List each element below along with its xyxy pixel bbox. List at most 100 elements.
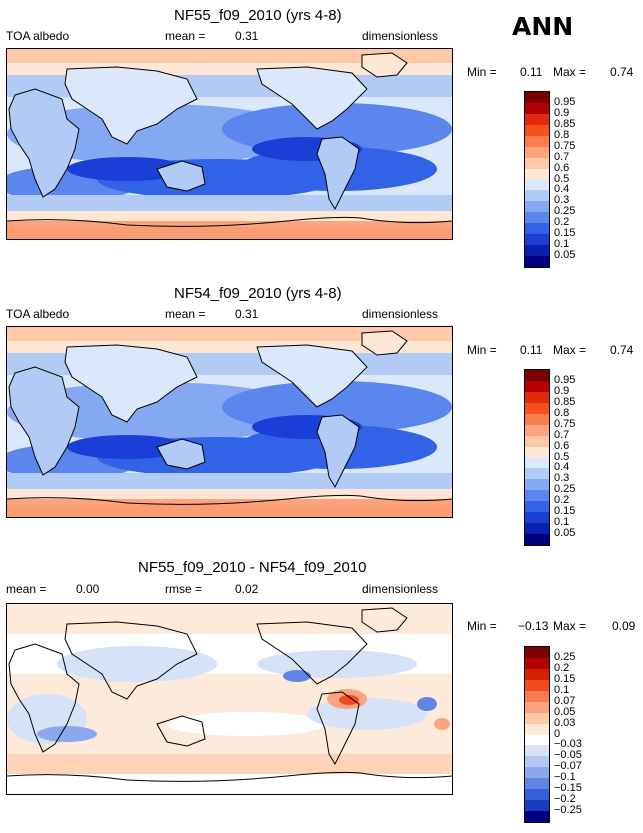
colorbar-swatch — [525, 767, 549, 779]
colorbar-label: 0.25 — [554, 650, 576, 663]
panel-2-map — [6, 326, 453, 518]
panel-3-map — [6, 603, 453, 795]
panel-2-units: dimensionless — [362, 307, 439, 321]
colorbar-label: 0.95 — [554, 95, 576, 108]
colorbar-swatch — [525, 234, 549, 246]
colorbar-swatch — [525, 800, 549, 812]
colorbar-label: 0 — [554, 727, 561, 740]
colorbar-swatch — [525, 92, 549, 103]
panel-1-units: dimensionless — [362, 29, 439, 43]
colorbar-label: 0.9 — [554, 384, 570, 397]
colorbar-swatch — [525, 811, 549, 822]
colorbar-swatch — [525, 190, 549, 202]
panel-3-min-label: Min = — [467, 619, 497, 633]
panel-2-mean-value: 0.31 — [235, 307, 259, 321]
colorbar-label: 0.1 — [554, 238, 570, 251]
colorbar-label: 0.15 — [554, 227, 576, 240]
colorbar-swatch — [525, 124, 549, 136]
colorbar-swatch — [525, 512, 549, 524]
panel-2-title: NF54_f09_2010 (yrs 4-8) — [174, 285, 342, 302]
colorbar-label: 0.4 — [554, 183, 570, 196]
colorbar-swatch — [525, 157, 549, 169]
colorbar-label: −0.07 — [554, 760, 582, 773]
colorbar-swatch — [525, 745, 549, 757]
colorbar-swatch — [525, 756, 549, 768]
panel-3-mean-label: mean = — [6, 582, 47, 596]
colorbar-label: 0.15 — [554, 672, 576, 685]
colorbar-swatch — [525, 490, 549, 502]
albedo-map-1 — [7, 49, 452, 239]
colorbar-swatch — [525, 679, 549, 691]
panel-1-max-value: 0.74 — [610, 65, 634, 79]
panel-1-map — [6, 48, 453, 240]
colorbar-swatch — [525, 457, 549, 469]
colorbar-label: 0.1 — [554, 516, 570, 529]
colorbar-label: 0.85 — [554, 395, 576, 408]
colorbar-swatch — [525, 413, 549, 425]
season-title: ANN — [512, 12, 574, 41]
colorbar-label: 0.8 — [554, 128, 570, 141]
panel-3-units: dimensionless — [362, 582, 439, 596]
colorbar-swatch — [525, 223, 549, 235]
albedo-map-2 — [7, 327, 452, 517]
colorbar-swatch — [525, 501, 549, 513]
colorbar-swatch — [525, 523, 549, 535]
difference-map — [7, 604, 452, 794]
colorbar-swatch — [525, 734, 549, 746]
colorbar-swatch — [525, 435, 549, 447]
colorbar-swatch — [525, 479, 549, 491]
colorbar-swatch — [525, 668, 549, 680]
panel-1-min-label: Min = — [467, 65, 497, 79]
colorbar-label: 0.1 — [554, 683, 570, 696]
colorbar-label: 0.5 — [554, 450, 570, 463]
panel-3-colorbar — [524, 646, 550, 823]
colorbar-label: 0.2 — [554, 661, 570, 674]
panel-2-max-value: 0.74 — [610, 343, 634, 357]
colorbar-swatch — [525, 245, 549, 257]
colorbar-label: 0.15 — [554, 505, 576, 518]
colorbar-label: 0.3 — [554, 472, 570, 485]
panel-1-mean-value: 0.31 — [235, 29, 259, 43]
colorbar-swatch — [525, 647, 549, 658]
colorbar-label: −0.25 — [554, 804, 582, 817]
colorbar-swatch — [525, 424, 549, 436]
colorbar-swatch — [525, 723, 549, 735]
colorbar-label: 0.75 — [554, 139, 576, 152]
colorbar-label: 0.3 — [554, 194, 570, 207]
colorbar-swatch — [525, 778, 549, 790]
colorbar-swatch — [525, 657, 549, 669]
colorbar-swatch — [525, 201, 549, 213]
colorbar-swatch — [525, 179, 549, 191]
colorbar-label: 0.25 — [554, 205, 576, 218]
colorbar-label: 0.7 — [554, 428, 570, 441]
colorbar-label: −0.15 — [554, 782, 582, 795]
colorbar-label: 0.85 — [554, 117, 576, 130]
panel-2-min-label: Min = — [467, 343, 497, 357]
colorbar-swatch — [525, 146, 549, 158]
panel-1-colorbar — [524, 91, 550, 268]
panel-1-max-label: Max = — [553, 65, 587, 79]
colorbar-label: 0.05 — [554, 527, 576, 540]
colorbar-label: 0.05 — [554, 705, 576, 718]
panel-2-colorbar — [524, 369, 550, 546]
colorbar-label: 0.03 — [554, 716, 576, 729]
colorbar-label: 0.4 — [554, 461, 570, 474]
panel-1-mean-label: mean = — [165, 29, 206, 43]
colorbar-label: 0.07 — [554, 694, 576, 707]
panel-1-field-label: TOA albedo — [6, 29, 70, 43]
colorbar-label: −0.03 — [554, 738, 582, 751]
panel-3-rmse-value: 0.02 — [235, 582, 259, 596]
colorbar-swatch — [525, 402, 549, 414]
colorbar-label: −0.1 — [554, 771, 576, 784]
colorbar-label: 0.6 — [554, 439, 570, 452]
colorbar-label: 0.75 — [554, 417, 576, 430]
colorbar-label: 0.2 — [554, 216, 570, 229]
panel-3-min-value: −0.13 — [518, 619, 549, 633]
colorbar-swatch — [525, 212, 549, 224]
panel-3-mean-value: 0.00 — [76, 582, 100, 596]
panel-2-mean-label: mean = — [165, 307, 206, 321]
colorbar-label: 0.2 — [554, 494, 570, 507]
colorbar-label: 0.6 — [554, 161, 570, 174]
colorbar-swatch — [525, 135, 549, 147]
colorbar-swatch — [525, 391, 549, 403]
